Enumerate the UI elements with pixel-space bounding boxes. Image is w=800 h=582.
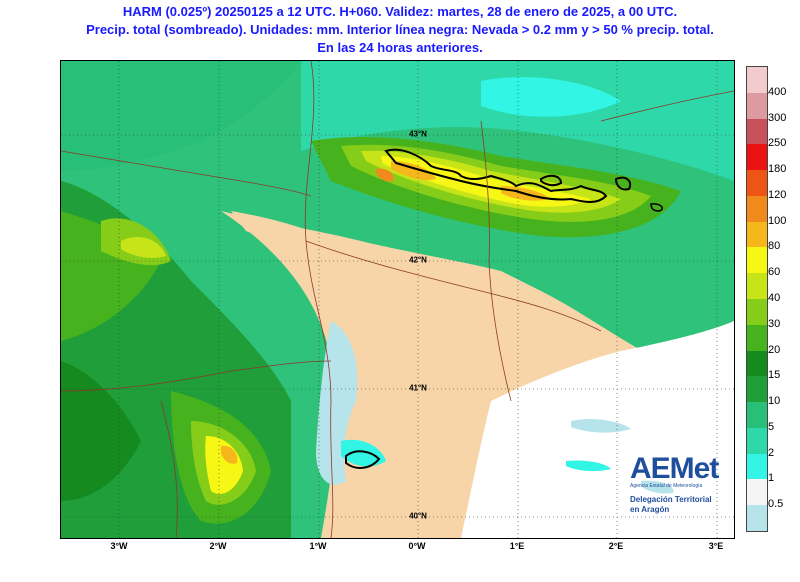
color-scale-label: 400 [768,85,787,98]
lon-label: 2°E [608,541,624,551]
color-scale-label: 2 [768,446,775,459]
lon-label: 1°W [309,541,327,551]
color-scale-segment [747,402,767,428]
lat-label: 41°N [409,383,427,393]
lon-label: 0°W [408,541,426,551]
color-scale-segment [747,324,767,351]
lon-label: 3°W [110,541,128,551]
color-scale-label: 20 [768,343,781,356]
color-scale-segment [747,67,767,93]
color-scale-segment [747,376,767,403]
color-scale-label: 120 [768,188,787,201]
color-scale-label: 180 [768,163,787,176]
color-scale-segment [747,144,767,171]
precipitation-color-scale [746,66,768,532]
color-scale-label: 100 [768,214,787,227]
color-scale-label: 250 [768,137,787,150]
map-title-line2: Precip. total (sombreado). Unidades: mm.… [86,22,714,37]
delegation-line2: en Aragón [630,505,670,514]
color-scale-segment [747,273,767,299]
color-scale-label: 60 [768,266,781,279]
color-scale-segment [747,195,767,222]
color-scale-label: 30 [768,317,781,330]
precipitation-field [61,61,734,538]
delegation-line1: Delegación Territorial [630,495,712,504]
map-title-line3: En las 24 horas anteriores. [317,40,483,55]
color-scale-label: 40 [768,292,781,304]
precipitation-map [60,60,735,539]
color-scale-label: 5 [768,420,775,433]
color-scale-segment [747,505,767,531]
color-scale-label: 300 [768,111,787,124]
color-scale-label: 15 [768,369,781,382]
map-title-line1: HARM (0.025º) 20250125 a 12 UTC. H+060. … [122,4,678,19]
color-scale-segment [747,350,767,377]
color-scale-label: 1 [768,472,775,485]
lon-label: 3°E [708,541,724,551]
color-scale-segment [747,427,767,454]
color-scale-segment [747,221,767,248]
lat-label: 40°N [409,511,427,521]
lat-label: 42°N [409,255,427,265]
color-scale-segment [747,299,767,325]
color-scale-label: 10 [768,395,781,408]
lon-label: 1°E [509,541,525,551]
aemet-logo: AEMet Agencia Estatal de Meteorología De… [630,452,730,515]
color-scale-segment [747,479,767,506]
lat-label: 43°N [409,129,427,139]
color-scale-segment [747,247,767,274]
color-scale-label: 80 [768,240,781,253]
color-scale-segment [747,92,767,119]
aemet-logo-subtitle: Agencia Estatal de Meteorología [630,483,703,489]
lon-label: 2°W [209,541,227,551]
color-scale-label: 0.5 [768,498,784,511]
aemet-logo-wordmark: AEMet [630,452,719,485]
color-scale-segment [747,170,767,196]
color-scale-segment [747,118,767,145]
color-scale-segment [747,453,767,480]
